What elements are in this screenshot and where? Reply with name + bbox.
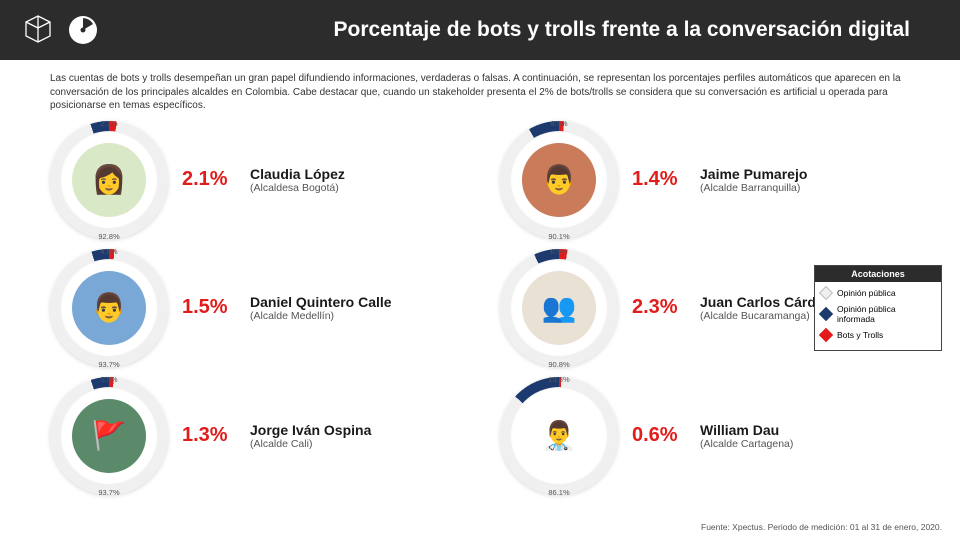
- intro-text: Las cuentas de bots y trolls desempeñan …: [0, 60, 960, 121]
- bots-pct: 1.3%: [182, 424, 236, 447]
- donut-chart: 🚩 5.0% 93.7%: [50, 377, 168, 495]
- publico-pct-label: 90.8%: [548, 360, 569, 369]
- legend-title: Acotaciones: [815, 266, 941, 282]
- legend-box: Acotaciones Opinión públicaOpinión públi…: [814, 265, 942, 351]
- avatar: 👨‍⚕️: [522, 399, 596, 473]
- person-role: (Alcalde Barranquilla): [700, 182, 807, 194]
- person-role: (Alcaldesa Bogotá): [250, 182, 345, 194]
- name-block: Daniel Quintero Calle(Alcalde Medellín): [250, 294, 392, 322]
- person-cell: 👩 2.1% 92.8% 2.1% Claudia López(Alcaldesa Bo…: [50, 121, 460, 239]
- donut-chart: 👥 6.9% 90.8%: [500, 249, 618, 367]
- informada-pct-label: 4.8%: [100, 247, 117, 256]
- cube-icon: [20, 12, 56, 48]
- person-name: William Dau: [700, 422, 793, 438]
- legend-row: Bots y Trolls: [821, 330, 935, 340]
- donut-chart: 👩 2.1% 92.8%: [50, 121, 168, 239]
- avatar: 🚩: [72, 399, 146, 473]
- informada-pct-label: 5.0%: [100, 375, 117, 384]
- legend-swatch-icon: [819, 307, 833, 321]
- legend-row: Opinión pública informada: [821, 304, 935, 324]
- bots-pct: 0.6%: [632, 424, 686, 447]
- gauge-icon: [66, 13, 100, 47]
- bots-pct: 1.4%: [632, 168, 686, 191]
- donut-chart: 👨‍⚕️ 13.3% 86.1%: [500, 377, 618, 495]
- publico-pct-label: 93.7%: [98, 360, 119, 369]
- person-cell: 🚩 5.0% 93.7% 1.3% Jorge Iván Ospina(Alcalde …: [50, 377, 460, 495]
- logo-group: [20, 12, 100, 48]
- name-block: Jaime Pumarejo(Alcalde Barranquilla): [700, 166, 807, 194]
- legend-label: Bots y Trolls: [837, 330, 883, 340]
- name-block: Claudia López(Alcaldesa Bogotá): [250, 166, 345, 194]
- donut-chart: 👨 4.8% 93.7%: [50, 249, 168, 367]
- legend-row: Opinión pública: [821, 288, 935, 298]
- publico-pct-label: 93.7%: [98, 488, 119, 497]
- person-role: (Alcalde Cali): [250, 438, 371, 450]
- person-cell: 👨 8.5% 90.1% 1.4% Jaime Pumarejo(Alcalde Bar…: [500, 121, 910, 239]
- donut-chart: 👨 8.5% 90.1%: [500, 121, 618, 239]
- avatar: 👨: [72, 271, 146, 345]
- person-name: Claudia López: [250, 166, 345, 182]
- page-title: Porcentaje de bots y trolls frente a la …: [333, 18, 910, 42]
- informada-pct-label: 13.3%: [548, 375, 569, 384]
- bots-pct: 1.5%: [182, 296, 236, 319]
- name-block: Jorge Iván Ospina(Alcalde Cali): [250, 422, 371, 450]
- person-cell: 👨‍⚕️ 13.3% 86.1% 0.6% William Dau(Alcalde Ca…: [500, 377, 910, 495]
- informada-pct-label: 6.9%: [550, 247, 567, 256]
- publico-pct-label: 92.8%: [98, 232, 119, 241]
- avatar: 👨: [522, 143, 596, 217]
- bots-pct: 2.1%: [182, 168, 236, 191]
- person-cell: 👨 4.8% 93.7% 1.5% Daniel Quintero Calle(Alca…: [50, 249, 460, 367]
- header-bar: Porcentaje de bots y trolls frente a la …: [0, 0, 960, 60]
- publico-pct-label: 90.1%: [548, 232, 569, 241]
- source-text: Fuente: Xpectus. Periodo de medición: 01…: [701, 522, 942, 532]
- legend-label: Opinión pública informada: [837, 304, 935, 324]
- avatar: 👩: [72, 143, 146, 217]
- legend-swatch-icon: [819, 286, 833, 300]
- legend-swatch-icon: [819, 328, 833, 342]
- person-name: Jorge Iván Ospina: [250, 422, 371, 438]
- person-role: (Alcalde Cartagena): [700, 438, 793, 450]
- person-name: Jaime Pumarejo: [700, 166, 807, 182]
- legend-label: Opinión pública: [837, 288, 896, 298]
- informada-pct-label: 8.5%: [550, 119, 567, 128]
- person-role: (Alcalde Medellín): [250, 310, 392, 322]
- bots-pct: 2.3%: [632, 296, 686, 319]
- avatar: 👥: [522, 271, 596, 345]
- person-name: Daniel Quintero Calle: [250, 294, 392, 310]
- name-block: William Dau(Alcalde Cartagena): [700, 422, 793, 450]
- publico-pct-label: 86.1%: [548, 488, 569, 497]
- informada-pct-label: 2.1%: [100, 119, 117, 128]
- legend-body: Opinión pública Opinión pública informada…: [815, 282, 941, 350]
